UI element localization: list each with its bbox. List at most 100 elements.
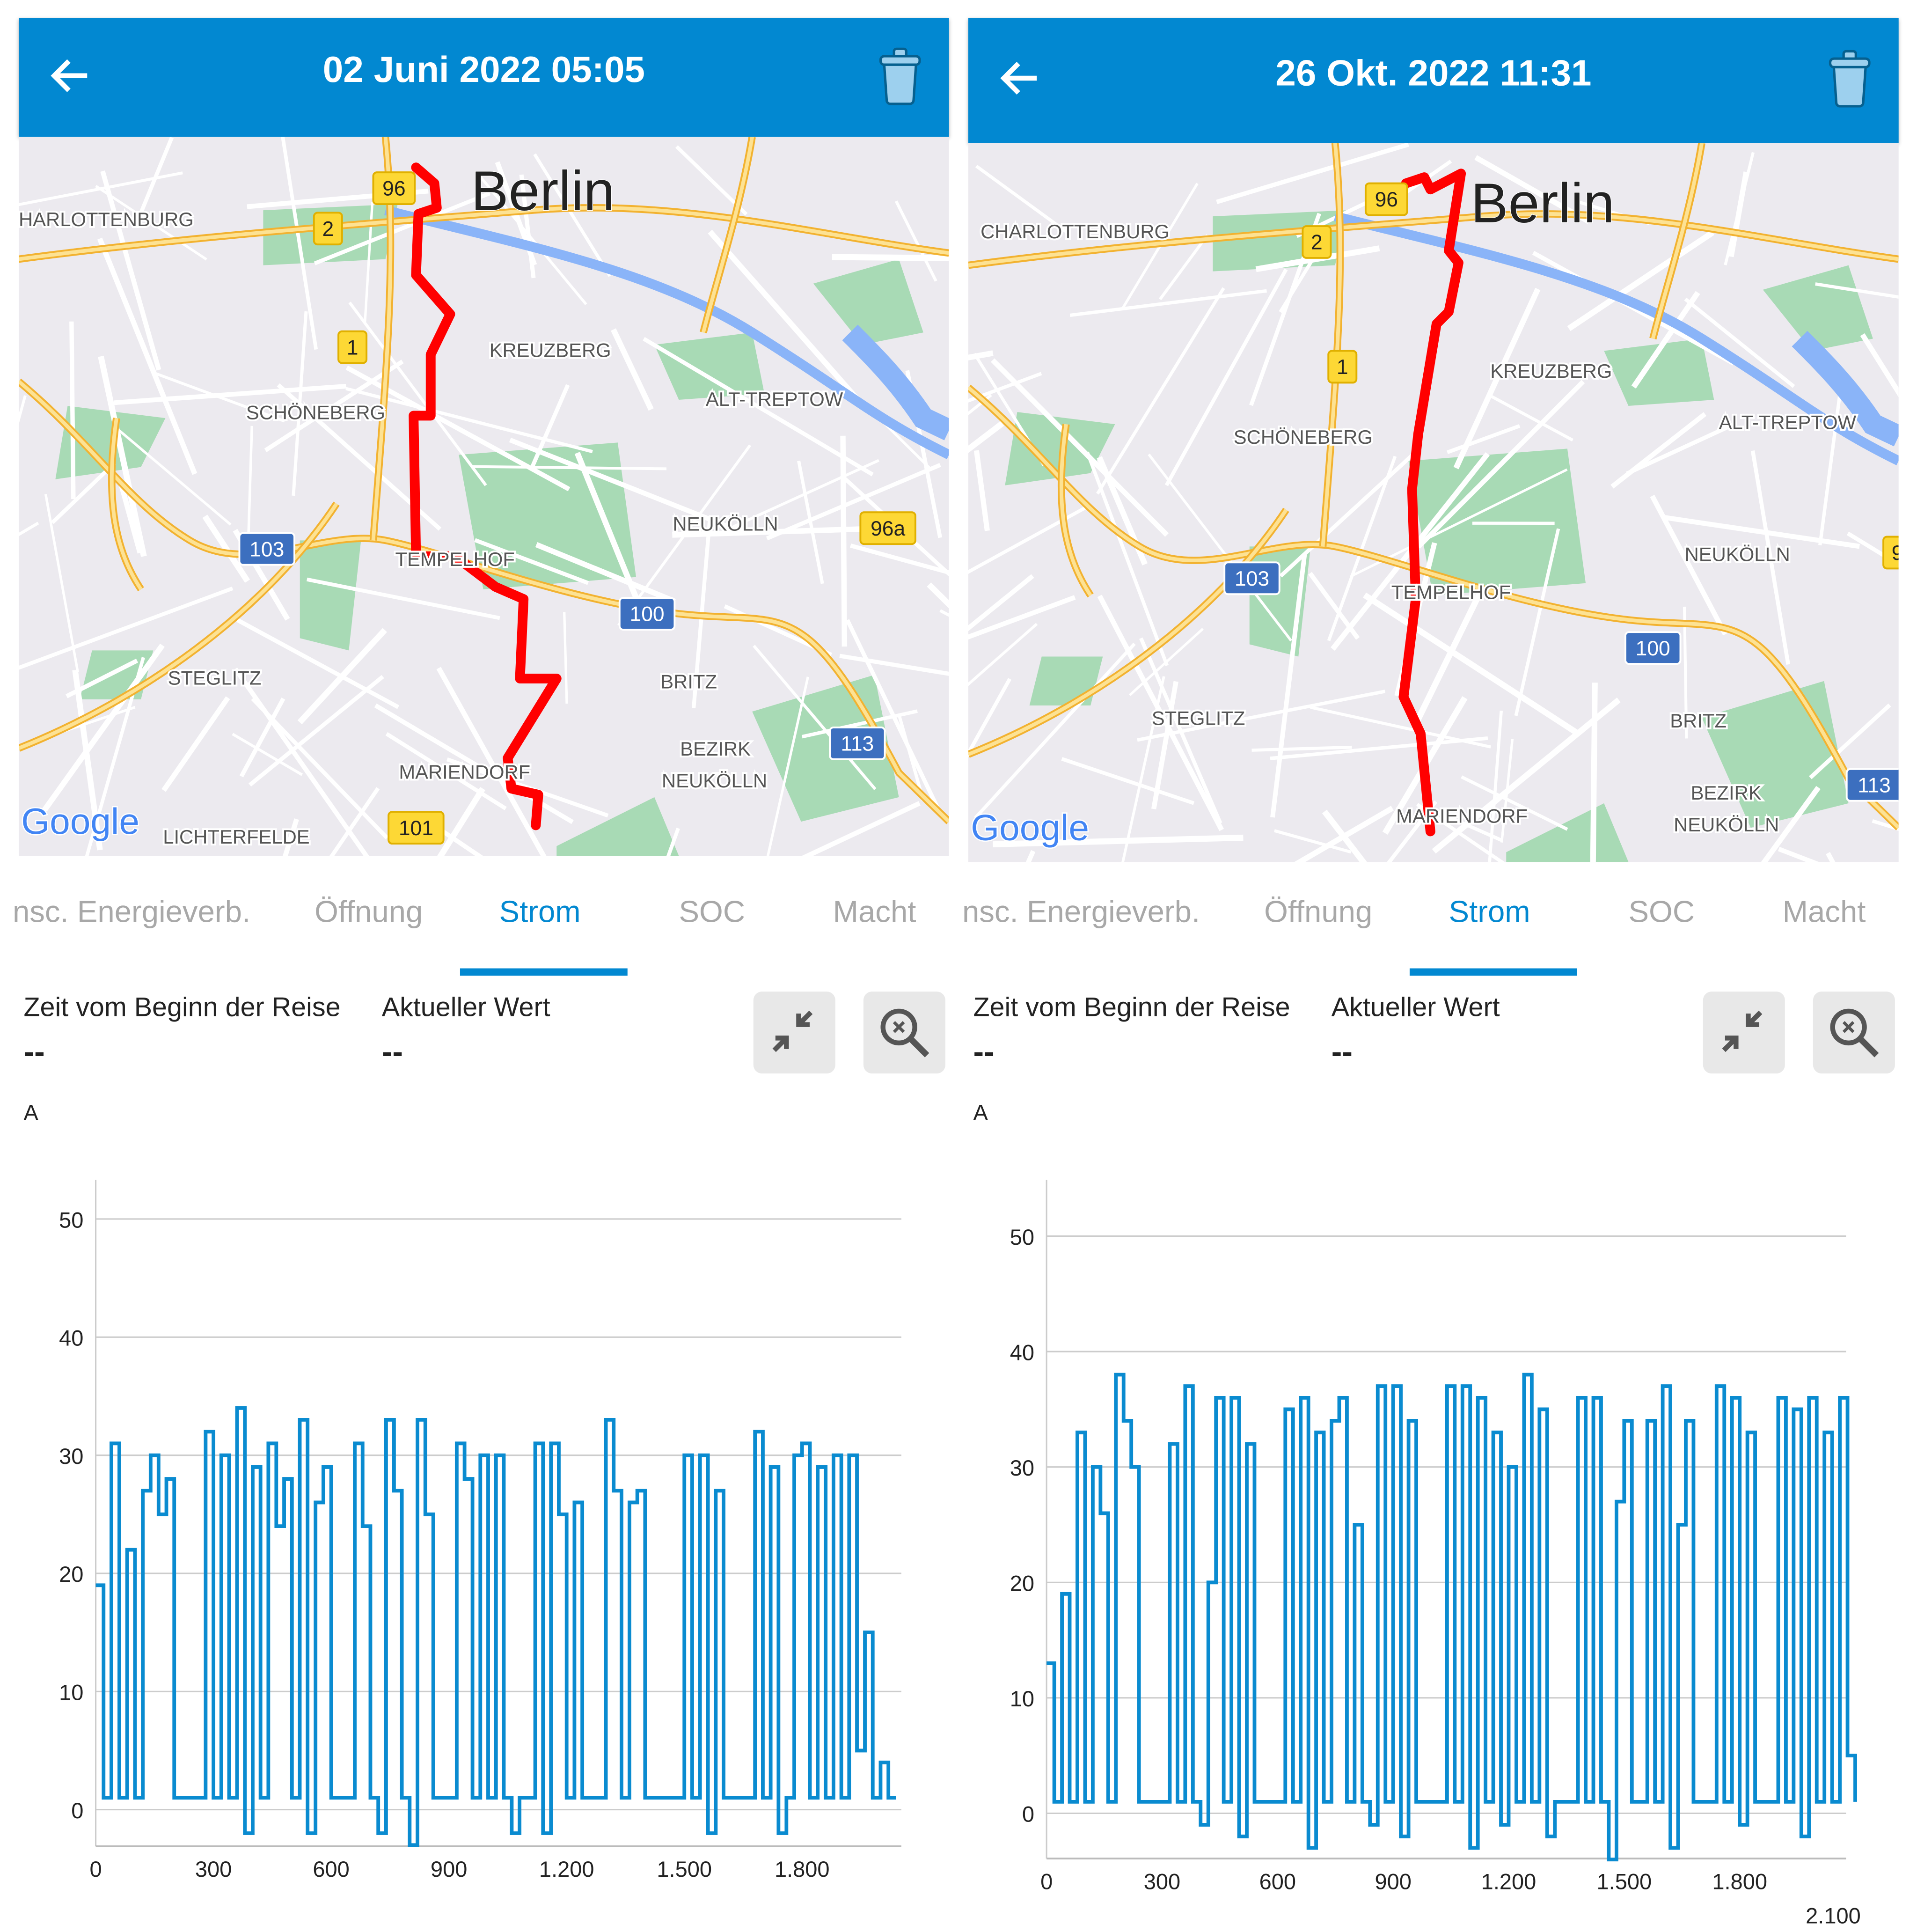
y-axis-unit: A bbox=[973, 1101, 988, 1126]
value-label: Aktueller Wert bbox=[382, 992, 550, 1023]
collapse-arrows-icon bbox=[754, 992, 835, 1073]
tab-4[interactable]: Macht bbox=[1783, 895, 1866, 931]
road-number: 2 bbox=[322, 218, 334, 241]
google-logo: Google bbox=[971, 807, 1089, 848]
active-tab-indicator bbox=[460, 969, 628, 976]
district-label: BEZIRK bbox=[680, 738, 751, 760]
district-label: MARIENDORF bbox=[1396, 805, 1528, 827]
x-tick-label: 900 bbox=[431, 1857, 467, 1881]
street bbox=[1820, 377, 1842, 545]
district-label: MARIENDORF bbox=[399, 761, 530, 783]
road-number: 96 bbox=[382, 177, 405, 200]
tab-1[interactable]: Öffnung bbox=[1264, 895, 1372, 931]
tab-0[interactable]: nsc. Energieverb. bbox=[13, 895, 250, 931]
district-label: KREUZBERG bbox=[490, 339, 611, 361]
district-label: NEUKÖLLN bbox=[662, 770, 767, 792]
current-series-line bbox=[1046, 1374, 1855, 1859]
park-area bbox=[300, 540, 361, 650]
street bbox=[1070, 291, 1266, 315]
district-label: ALT-TREPTOW bbox=[1719, 411, 1857, 433]
y-tick-label: 50 bbox=[59, 1207, 83, 1232]
current-value: -- bbox=[1332, 1033, 1353, 1071]
tab-2[interactable]: Strom bbox=[1449, 895, 1530, 931]
street bbox=[968, 576, 1033, 745]
street bbox=[46, 494, 78, 672]
street bbox=[1098, 288, 1224, 493]
district-label: SCHÖNEBERG bbox=[246, 402, 385, 424]
park-area bbox=[1702, 681, 1848, 828]
delete-button[interactable] bbox=[878, 46, 922, 104]
street bbox=[929, 585, 949, 669]
tab-3[interactable]: SOC bbox=[679, 895, 745, 931]
header-title: 02 Juni 2022 05:05 bbox=[19, 50, 949, 92]
district-label: KREUZBERG bbox=[1490, 360, 1612, 382]
collapse-button[interactable] bbox=[754, 992, 835, 1073]
tab-4[interactable]: Macht bbox=[833, 895, 916, 931]
x-tick-label: 0 bbox=[1040, 1869, 1053, 1894]
y-tick-label: 10 bbox=[59, 1680, 83, 1705]
tab-2[interactable]: Strom bbox=[499, 895, 581, 931]
x-tick-label: 1.500 bbox=[657, 1857, 712, 1881]
tab-1[interactable]: Öffnung bbox=[315, 895, 423, 931]
zoom-reset-button[interactable] bbox=[863, 992, 945, 1073]
tab-0[interactable]: nsc. Energieverb. bbox=[962, 895, 1200, 931]
street bbox=[940, 610, 949, 706]
value-label: Aktueller Wert bbox=[1332, 992, 1500, 1023]
street bbox=[19, 523, 38, 644]
delete-button[interactable] bbox=[1828, 49, 1872, 107]
street bbox=[1417, 589, 1482, 722]
road-number: 96 bbox=[1375, 188, 1398, 211]
road-number: 103 bbox=[1235, 567, 1269, 590]
current-value: -- bbox=[382, 1033, 403, 1071]
street bbox=[1593, 683, 1595, 862]
x-tick-label: 300 bbox=[1144, 1869, 1180, 1894]
y-tick-label: 20 bbox=[1010, 1571, 1034, 1596]
city-label: Berlin bbox=[1471, 172, 1615, 235]
district-label: NEUKÖLLN bbox=[1685, 544, 1790, 566]
zoom-reset-button[interactable] bbox=[1813, 992, 1895, 1073]
street bbox=[1062, 759, 1194, 803]
current-series-line bbox=[96, 1408, 896, 1845]
street bbox=[1612, 414, 1705, 486]
tab-3[interactable]: SOC bbox=[1628, 895, 1695, 931]
street bbox=[976, 450, 987, 531]
district-label: ALT-TREPTOW bbox=[706, 388, 843, 410]
street bbox=[1280, 448, 1420, 576]
time-label: Zeit vom Beginn der Reise bbox=[23, 992, 340, 1023]
street bbox=[832, 257, 949, 259]
y-tick-label: 50 bbox=[1010, 1225, 1034, 1249]
road-number: 2 bbox=[1311, 231, 1323, 254]
district-label: SCHÖNEBERG bbox=[1234, 426, 1373, 448]
time-value: -- bbox=[23, 1033, 44, 1071]
street bbox=[1779, 849, 1899, 862]
y-tick-label: 40 bbox=[1010, 1340, 1034, 1365]
district-label: BEZIRK bbox=[1691, 782, 1762, 804]
district-label: TEMPELHOF bbox=[395, 548, 514, 570]
district-label: STEGLITZ bbox=[1152, 707, 1245, 729]
district-label: BRITZ bbox=[660, 670, 717, 692]
x-tick-label: 1.800 bbox=[775, 1857, 830, 1881]
river-spree-wide bbox=[850, 332, 949, 430]
y-axis-unit: A bbox=[23, 1101, 38, 1126]
park-area bbox=[1763, 265, 1873, 351]
zoom-reset-icon bbox=[1813, 992, 1895, 1073]
road-number: 113 bbox=[841, 733, 874, 756]
road-number: 1 bbox=[1337, 356, 1348, 379]
collapse-button[interactable] bbox=[1703, 992, 1785, 1073]
y-tick-label: 30 bbox=[59, 1444, 83, 1469]
active-tab-indicator bbox=[1410, 969, 1577, 976]
y-tick-label: 20 bbox=[59, 1562, 83, 1587]
district-label: NEUKÖLLN bbox=[673, 513, 778, 535]
road-number: 103 bbox=[249, 538, 284, 561]
district-label: STEGLITZ bbox=[168, 667, 262, 689]
road-number: 9 bbox=[1892, 542, 1899, 565]
map-canvas: BerlinCHARLOTTENBURGKREUZBERGSCHÖNEBERGA… bbox=[968, 143, 1899, 862]
header-title: 26 Okt. 2022 11:31 bbox=[968, 54, 1899, 95]
district-label: TEMPELHOF bbox=[1391, 581, 1511, 603]
time-label: Zeit vom Beginn der Reise bbox=[973, 992, 1290, 1023]
